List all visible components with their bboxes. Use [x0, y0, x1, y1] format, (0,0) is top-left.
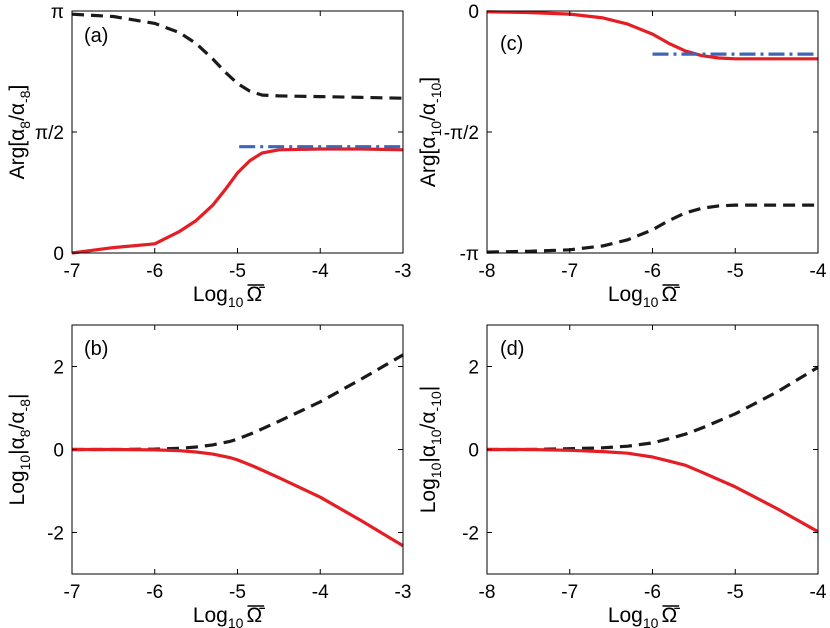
x-axis-label-omega: Ω̄: [661, 283, 680, 306]
y-tick-label: 0: [468, 441, 479, 462]
y-axis-label-sub: -10: [428, 82, 444, 102]
x-axis-label-sub: 10: [228, 615, 244, 628]
x-tick-label: -3: [395, 261, 412, 282]
plot-frame: [486, 10, 819, 254]
y-axis-label-part: /α: [417, 411, 440, 429]
x-tick-label: -5: [229, 261, 246, 282]
x-tick-label: -7: [561, 582, 578, 603]
x-tick-label: -3: [395, 582, 412, 603]
x-axis-label-sub: 10: [643, 294, 659, 310]
y-axis-label-part: Log: [6, 470, 29, 505]
x-tick-label: -7: [561, 261, 578, 282]
y-axis-label: Arg[α10/α-10]: [417, 77, 444, 187]
x-tick-label: -8: [479, 582, 496, 603]
x-tick-label: -7: [64, 582, 81, 603]
x-tick-label: -8: [479, 261, 496, 282]
panel-d: -8 -7 -6 -5 -4-202(d)Log10 Ω̄Log10|α10/α-10|: [417, 324, 827, 628]
y-tick-label: 2: [468, 358, 479, 379]
series-dashed-black: [72, 353, 404, 452]
y-axis-label-sub: 8: [17, 121, 33, 129]
y-tick-label: -π/2: [444, 123, 479, 144]
y-tick-label: -π: [460, 244, 479, 265]
y-axis-label-sub: 10: [428, 462, 444, 478]
y-axis-label-sub: -10: [428, 391, 444, 411]
y-tick-label: 0: [468, 2, 479, 23]
y-axis-label-sub: 10: [428, 121, 444, 137]
x-tick-label: -6: [644, 261, 661, 282]
y-axis-label-part: |: [417, 386, 440, 391]
x-tick-label: -6: [146, 261, 163, 282]
y-axis-label: Log10|α8/α-8|: [6, 394, 33, 506]
y-axis-label-part: ]: [417, 77, 440, 83]
y-axis-label-part: Arg[α: [417, 136, 440, 187]
y-axis-label-part: |α: [6, 437, 29, 455]
panel-a: -7 -6 -5 -4 -3 0 π/2 π (a) Log10 Ω̄ Arg[α8/α-8]: [6, 2, 411, 310]
series-solid-red: [71, 147, 404, 255]
plot-frame: [71, 10, 404, 254]
y-axis-label-sub: 8: [17, 429, 33, 437]
y-axis-label-part: /α: [6, 411, 29, 429]
y-axis-label: Log10|α10/α-10|: [417, 386, 444, 514]
y-axis-label-part: ]: [6, 85, 29, 91]
panel-label: (c): [500, 33, 523, 55]
panel-c: -8 -7 -6 -5 -4-π-π/20(c)Log10 Ω̄Arg[α10/α-10]: [417, 2, 827, 310]
y-axis-label-sub: -8: [17, 399, 33, 412]
x-axis-label-omega: Ω̄: [246, 283, 265, 306]
y-axis-label-part: Log: [417, 478, 440, 513]
x-axis-label-main: Log: [608, 604, 643, 627]
y-axis-label: Arg[α8/α-8]: [6, 85, 33, 180]
y-axis-label-sub: 10: [428, 429, 444, 445]
panel-label: (b): [84, 338, 108, 360]
y-axis-label-sub: 10: [17, 455, 33, 471]
x-tick-label: -5: [727, 582, 744, 603]
panel-label: (d): [500, 338, 524, 360]
x-axis-label-main: Log: [193, 283, 228, 306]
x-axis-label: Log10 Ω̄: [608, 283, 680, 310]
x-tick-label: -4: [312, 582, 329, 603]
series-dashed-black: [487, 365, 819, 452]
x-axis-label-main: Log: [193, 604, 228, 627]
x-axis-label: Log10 Ω̄: [193, 604, 265, 628]
y-axis-label-part: |α: [417, 445, 440, 463]
y-tick-label: 0: [53, 441, 64, 462]
y-axis-label-part: /α: [417, 103, 440, 121]
x-tick-label: -4: [312, 261, 329, 282]
x-axis-label-main: Log: [608, 283, 643, 306]
y-axis-label-part: /α: [6, 103, 29, 121]
x-axis-label: Log10 Ω̄: [608, 604, 680, 628]
panel-label: (a): [84, 25, 108, 47]
x-axis-label-sub: 10: [643, 615, 659, 628]
x-tick-label: -4: [810, 582, 827, 603]
series-dashed-black: [486, 203, 818, 254]
y-tick-label: π: [51, 2, 64, 23]
y-tick-label: π/2: [35, 123, 64, 144]
series-solid-red: [487, 447, 819, 534]
panel-b: -7 -6 -5 -4 -3-202(b)Log10 Ω̄Log10|α8/α-8|: [6, 324, 412, 628]
y-axis-label-part: |: [6, 394, 29, 399]
y-axis-label-part: Arg[α: [6, 129, 29, 180]
x-tick-label: -7: [64, 261, 81, 282]
y-axis-label-sub: -8: [17, 90, 33, 103]
y-tick-label: -2: [47, 524, 64, 545]
y-tick-label: 2: [53, 358, 64, 379]
x-axis-label-omega: Ω̄: [661, 604, 680, 627]
x-tick-label: -4: [810, 261, 827, 282]
x-tick-label: -5: [727, 261, 744, 282]
x-tick-label: -6: [644, 582, 661, 603]
x-axis-label-omega: Ω̄: [246, 604, 265, 627]
x-tick-label: -6: [146, 582, 163, 603]
x-axis-label: Log10 Ω̄: [193, 283, 265, 310]
y-tick-label: 0: [53, 244, 64, 265]
x-axis-label-sub: 10: [228, 294, 244, 310]
series-solid-red: [486, 10, 818, 61]
series-dashed-black: [71, 12, 404, 100]
y-tick-label: -2: [462, 524, 479, 545]
x-tick-label: -5: [229, 582, 246, 603]
series-solid-red: [72, 447, 404, 548]
